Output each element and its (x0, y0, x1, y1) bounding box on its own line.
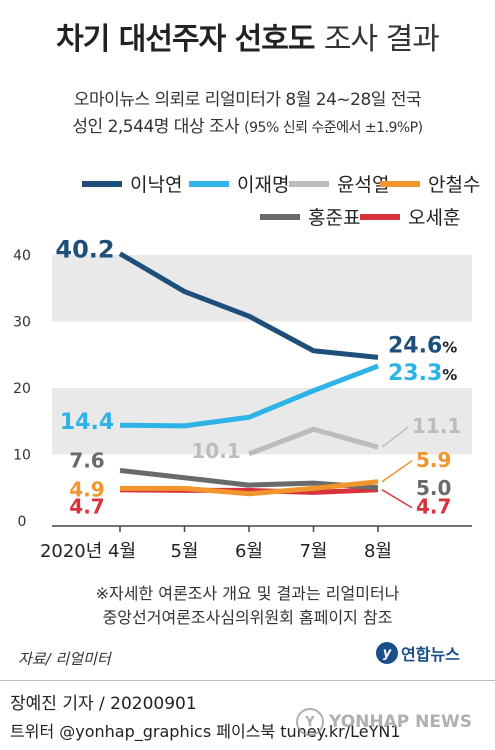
data-label: 7.6 (69, 448, 104, 472)
data-label: 5.0 (416, 476, 451, 500)
axes: 0 10 20 30 40 2020년 4월 5월 6월 7월 8월 (13, 248, 472, 562)
series-line-3 (248, 426, 379, 457)
y-tick-label: 30 (13, 315, 31, 331)
legend-label-3: 윤석열 (337, 174, 390, 196)
title-bold: 차기 대선주자 선호도 (56, 22, 315, 57)
grid-band-2 (52, 388, 472, 455)
legend-label-1: 이낙연 (130, 174, 183, 196)
x-tick-label: 6월 (235, 541, 263, 562)
x-tick-label: 2020년 4월 (40, 541, 136, 562)
legend-item-4: 안철수 (380, 170, 480, 197)
series-line-4 (120, 479, 379, 497)
line-chart: 0 10 20 30 40 2020년 4월 5월 6월 7월 8월 40.2 24.6% 14.4 2… (13, 236, 472, 562)
data-label: 14.4 (60, 410, 114, 435)
series-lines (118, 251, 379, 497)
label-leader (381, 489, 413, 509)
x-tick-label: 7월 (299, 541, 327, 562)
logo-text: 연합뉴스 (401, 645, 460, 664)
legend-swatch-4 (380, 180, 420, 187)
data-label: 4.9 (69, 477, 104, 501)
data-label: 10.1 (191, 439, 240, 463)
legend-label-5: 홍준표 (308, 207, 361, 229)
x-tick-label: 8월 (364, 541, 392, 562)
legend-label-4: 안철수 (428, 174, 481, 196)
legend-swatch-6 (360, 213, 400, 220)
series-line-2 (119, 363, 379, 429)
y-tick-label: 10 (13, 448, 31, 464)
legend-item-5: 홍준표 (260, 203, 360, 230)
data-label-unit: % (442, 366, 457, 384)
yonhap-logo: y 연합뉴스 (376, 641, 460, 665)
legend-item-3: 윤석열 (289, 170, 389, 197)
legend-swatch-3 (289, 180, 329, 187)
reporter-byline: 장예진 기자 / 20200901 (10, 694, 197, 714)
data-label: 40.2 (55, 236, 114, 264)
data-label: 4.7 (69, 495, 104, 519)
legend-label-6: 오세훈 (408, 207, 461, 229)
data-label: 11.1 (412, 414, 461, 438)
data-label: 4.7 (416, 495, 451, 519)
source-credit: 자료/ 리얼미터 (18, 650, 111, 668)
note-line-2: 중앙선거여론조사심의위원회 홈페이지 참조 (102, 608, 393, 627)
y-tick-label: 20 (13, 381, 31, 397)
legend-swatch-1 (82, 180, 122, 187)
x-tick-label: 5월 (170, 541, 198, 562)
data-label: 23.3% (388, 361, 457, 386)
watermark-mark: Y (296, 708, 324, 736)
series-line-1 (118, 251, 379, 360)
note-line-1: ※자세한 여론조사 개요 및 결과는 리얼미터나 (95, 584, 400, 603)
y-tick-label: 40 (13, 248, 31, 264)
subtitle-small: (95% 신뢰 수준에서 ±1.9%P) (244, 120, 423, 136)
subtitle-main: 성인 2,544명 대상 조사 (72, 117, 240, 137)
footer-divider (0, 680, 495, 681)
legend-swatch-2 (189, 180, 229, 187)
label-leader (381, 426, 409, 448)
data-label: 5.9 (416, 448, 451, 472)
legend-swatch-5 (260, 213, 300, 220)
y-tick-label: 0 (18, 514, 27, 530)
data-label: 24.6% (388, 333, 457, 358)
grid-bands (52, 255, 472, 455)
data-labels: 40.2 24.6% 14.4 23.3% 10.1 11.1 7.6 5.0 4.9 5.9 4.… (55, 236, 461, 519)
legend-item-2: 이재명 (189, 170, 289, 197)
data-label-unit: % (442, 338, 457, 356)
legend-item-6: 오세훈 (360, 203, 460, 230)
grid-band-1 (52, 255, 472, 322)
watermark-text: YONHAP NEWS (329, 712, 472, 732)
label-leader (381, 460, 413, 483)
legend-item-1: 이낙연 (82, 170, 182, 197)
chart-title: 차기 대선주자 선호도 조사 결과 (0, 14, 495, 58)
subtitle-line-1: 오마이뉴스 의뢰로 리얼미터가 8월 24~28일 전국 (73, 90, 422, 110)
subtitle-line-2: 성인 2,544명 대상 조사 (95% 신뢰 수준에서 ±1.9%P) (0, 112, 495, 137)
logo-mark: y (376, 642, 398, 664)
title-light: 조사 결과 (323, 22, 440, 57)
legend-label-2: 이재명 (237, 174, 290, 196)
yonhap-watermark: Y YONHAP NEWS (296, 708, 472, 736)
